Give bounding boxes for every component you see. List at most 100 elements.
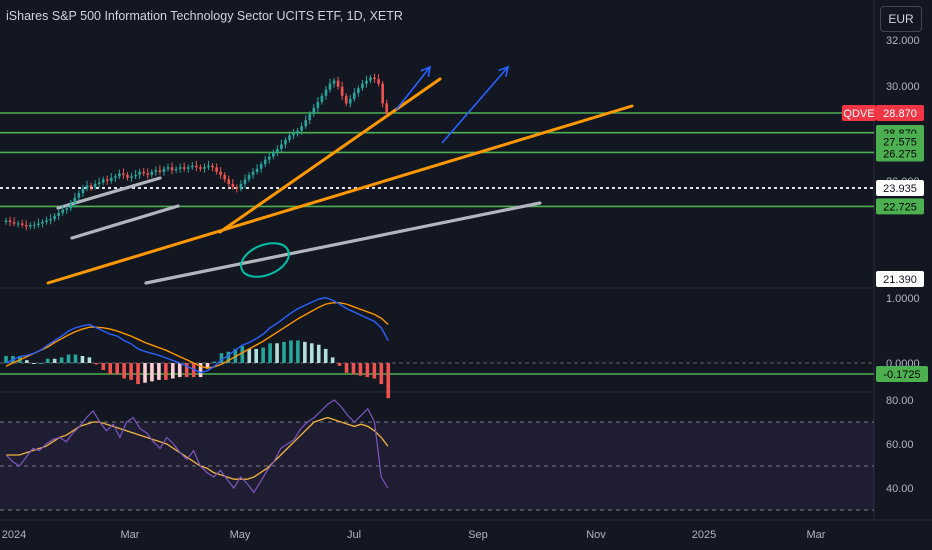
candle-body (203, 167, 206, 169)
time-tick-label: Nov (586, 529, 606, 541)
candle-body (53, 215, 56, 219)
candle-body (348, 98, 352, 104)
macd-histogram-bar (171, 363, 175, 379)
projection-arrow (441, 66, 509, 144)
candle-body (4, 220, 8, 222)
macd-histogram-bar (177, 363, 182, 378)
candle-body (288, 135, 291, 140)
candle-body (142, 171, 145, 174)
candle-body (158, 170, 162, 172)
time-tick-label: Jul (347, 529, 361, 541)
macd-histogram-bar (143, 363, 147, 383)
macd-histogram-bar (310, 343, 314, 363)
candle-body (24, 225, 28, 227)
candle-body (336, 80, 340, 87)
candle-body (259, 164, 263, 169)
candle-body (85, 185, 89, 189)
macd-histogram-bar (52, 358, 57, 363)
level-price-label: 26.275 (883, 148, 917, 160)
macd-histogram-bar (344, 363, 349, 373)
candle-body (377, 79, 380, 84)
candle-body (105, 179, 109, 181)
macd-histogram-bar (316, 344, 321, 363)
candle-body (344, 95, 348, 104)
symbol-label: QDVE (843, 108, 874, 120)
candle-body (296, 130, 299, 134)
candle-body (45, 220, 48, 222)
candle-body (81, 188, 85, 194)
candle-body (77, 193, 81, 198)
macd-histogram-bar (184, 363, 189, 378)
level-price-label-bg (876, 198, 924, 215)
projection-arrow-head (420, 65, 432, 77)
macd-histogram-bar (129, 363, 133, 380)
candle-body (219, 171, 222, 175)
currency-button[interactable]: EUR (880, 6, 922, 32)
rsi-line (5, 399, 389, 494)
projection-arrow-head (498, 65, 510, 77)
candle-body (211, 165, 214, 168)
candle-body (178, 167, 182, 169)
low-price-label-bg (876, 271, 924, 287)
candle-body (195, 165, 198, 168)
macd-level-label-bg (876, 366, 928, 382)
candle-body (146, 173, 150, 175)
candle-body (89, 185, 93, 188)
candle-body (381, 83, 384, 104)
candle-body (308, 114, 312, 121)
candle-body (174, 168, 178, 171)
highlight-circle (240, 242, 290, 278)
time-tick-label: Mar (807, 529, 826, 541)
macd-histogram-bar (87, 357, 92, 363)
candle-body (223, 174, 226, 180)
rsi-tick-label: 80.00 (886, 395, 914, 407)
macd-histogram-bar (365, 363, 370, 378)
level-price-label-bg (876, 145, 924, 162)
macd-tick-label: 1.0000 (886, 293, 920, 305)
candle-body (353, 92, 356, 99)
macd-histogram-bar (379, 363, 384, 385)
candle-body (255, 168, 259, 172)
macd-histogram-bar (115, 363, 119, 375)
candle-body (101, 179, 105, 183)
candle-body (280, 144, 283, 150)
macd-histogram-bar (38, 363, 43, 364)
trend-line-short (218, 77, 442, 234)
time-tick-label: Sep (468, 529, 488, 541)
price-tick-label: 30.000 (886, 81, 920, 93)
candle-body (162, 168, 166, 172)
candle-body (114, 176, 117, 178)
support-channel-line (144, 201, 542, 285)
price-pane (0, 65, 874, 285)
candle-body (170, 167, 174, 171)
candle-body (292, 133, 295, 136)
candle-body (284, 139, 287, 145)
candle-body (41, 221, 44, 224)
low-price-label: 21.390 (883, 274, 917, 286)
candle-body (357, 88, 360, 93)
candle-body (304, 120, 307, 127)
candle-body (316, 101, 320, 108)
candle-body (110, 177, 113, 181)
candle-body (251, 171, 255, 175)
candle-body (231, 183, 235, 188)
macd-histogram-bar (25, 360, 29, 363)
macd-histogram-bar (150, 363, 154, 382)
candle-body (272, 152, 275, 157)
macd-histogram-bar (59, 357, 64, 363)
candle-body (207, 165, 210, 168)
macd-histogram-bar (94, 363, 99, 365)
macd-histogram-bar (32, 363, 36, 364)
candle-body (16, 223, 20, 225)
candle-body (126, 174, 129, 178)
channel-lower-line (70, 204, 180, 240)
macd-histogram-bar (212, 361, 217, 363)
candle-body (365, 80, 368, 84)
macd-histogram-bar (101, 363, 106, 371)
macd-histogram-bar (240, 346, 245, 363)
macd-signal-line (5, 302, 389, 369)
candle-body (324, 89, 328, 96)
macd-histogram-bar (45, 358, 50, 363)
candle-body (69, 203, 73, 209)
